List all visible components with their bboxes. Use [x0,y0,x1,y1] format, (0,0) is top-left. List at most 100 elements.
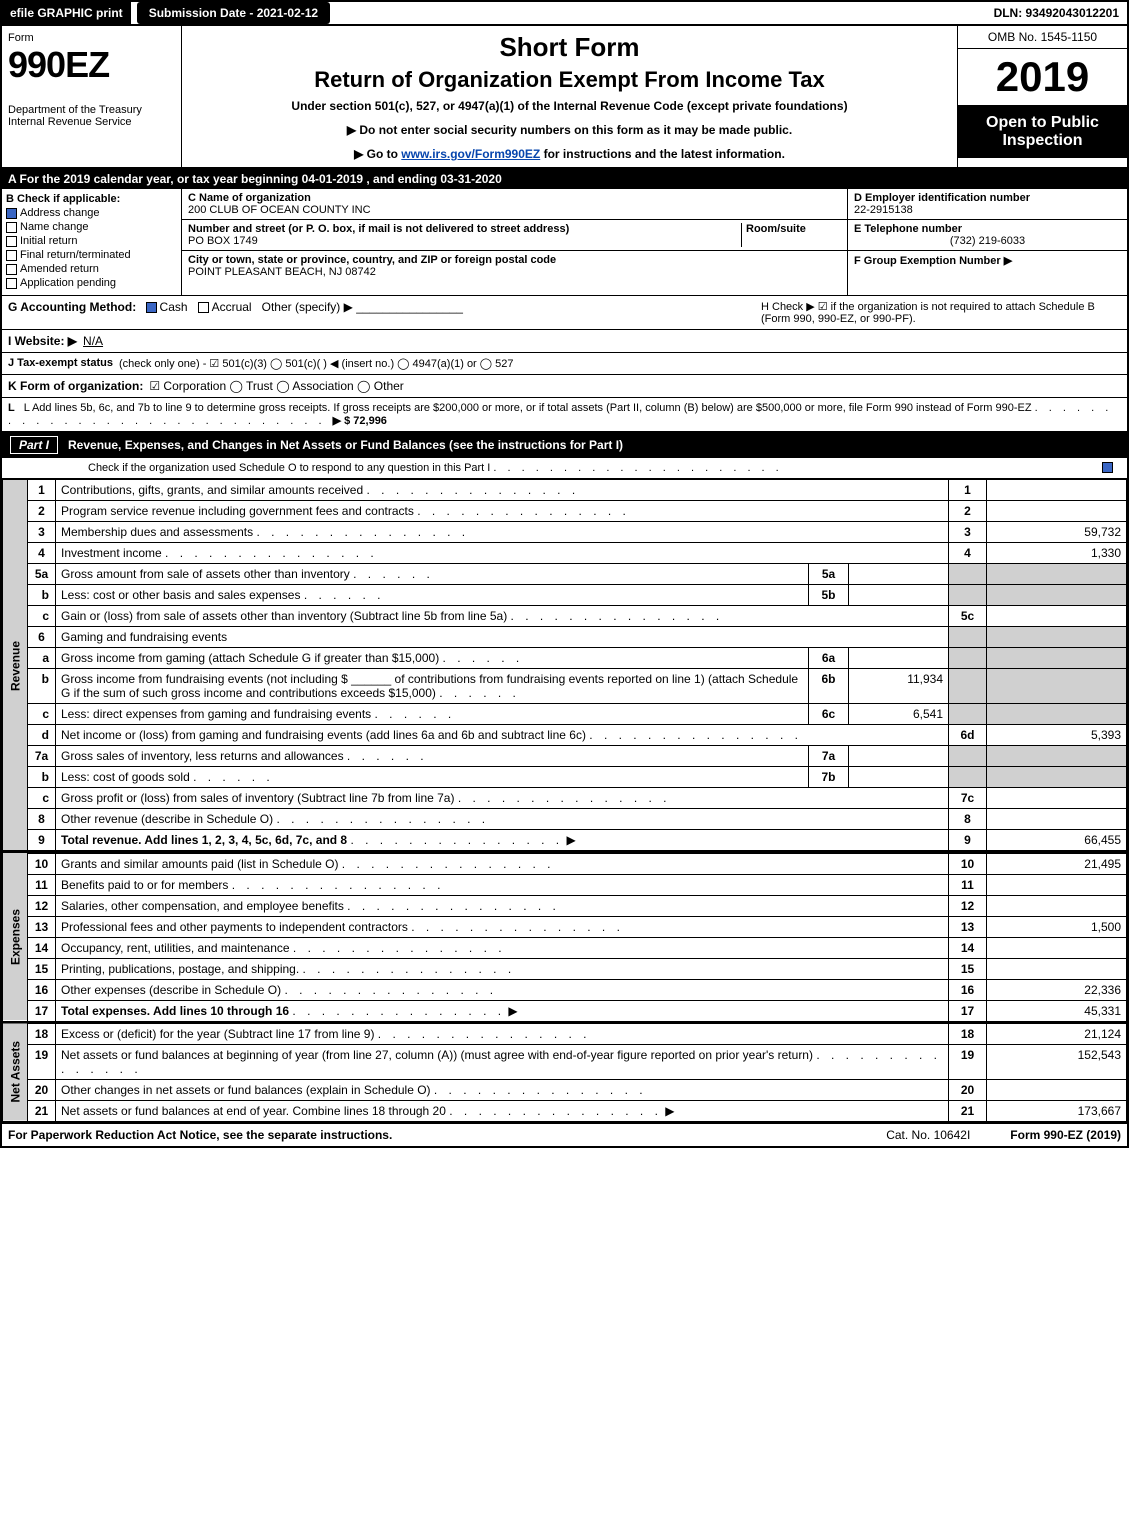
line-number: 10 [28,853,56,875]
sub-box-value [849,585,949,606]
section-side-label: Net Assets [3,1023,28,1122]
table-row: 17Total expenses. Add lines 10 through 1… [3,1001,1127,1022]
amount-value: 173,667 [987,1101,1127,1122]
table-row: cGross profit or (loss) from sales of in… [3,788,1127,809]
form-number: 990EZ [8,44,175,86]
amount-value [987,606,1127,627]
line-desc: Program service revenue including govern… [56,501,949,522]
line-ref: 6d [949,725,987,746]
line-g-lead: G Accounting Method: [8,300,136,314]
short-form-title: Short Form [192,32,947,63]
amount-value [987,501,1127,522]
line-desc: Occupancy, rent, utilities, and maintena… [56,938,949,959]
box-b-item[interactable]: Amended return [6,263,177,275]
other-label: Other (specify) ▶ [262,300,353,314]
goto-link-line: ▶ Go to www.irs.gov/Form990EZ for instru… [192,147,947,161]
line-desc: Gross income from fundraising events (no… [56,669,809,704]
table-row: 6Gaming and fundraising events [3,627,1127,648]
line-ref: 14 [949,938,987,959]
line-number: c [28,704,56,725]
amount-value [987,959,1127,980]
box-b-item[interactable]: Final return/terminated [6,249,177,261]
ein-row: D Employer identification number 22-2915… [848,189,1127,220]
line-number: 5a [28,564,56,585]
table-row: 8Other revenue (describe in Schedule O) … [3,809,1127,830]
box-b-item[interactable]: Name change [6,221,177,233]
part-1-sub-text: Check if the organization used Schedule … [88,462,490,474]
line-desc: Benefits paid to or for members . . . . … [56,875,949,896]
part-1-header: Part I Revenue, Expenses, and Changes in… [2,432,1127,458]
line-h: H Check ▶ ☑ if the organization is not r… [761,300,1121,325]
line-i-lead: I Website: ▶ [8,334,77,348]
line-desc: Total revenue. Add lines 1, 2, 3, 4, 5c,… [56,830,949,851]
telephone-row: E Telephone number (732) 219-6033 [848,220,1127,251]
table-row: 21Net assets or fund balances at end of … [3,1101,1127,1122]
checkbox-icon[interactable] [6,250,17,261]
sub-box-label: 7b [809,767,849,788]
table-row: Revenue1Contributions, gifts, grants, an… [3,480,1127,501]
box-b-item[interactable]: Initial return [6,235,177,247]
line-number: 12 [28,896,56,917]
amount-shaded [987,627,1127,648]
table-row: 3Membership dues and assessments . . . .… [3,522,1127,543]
line-desc: Gross sales of inventory, less returns a… [56,746,809,767]
table-row: 4Investment income . . . . . . . . . . .… [3,543,1127,564]
section-side-label: Revenue [3,480,28,851]
amount-shaded [987,704,1127,725]
table-row: dNet income or (loss) from gaming and fu… [3,725,1127,746]
part-1-sub: Check if the organization used Schedule … [2,458,1127,479]
line-number: 9 [28,830,56,851]
org-name: 200 CLUB OF OCEAN COUNTY INC [188,204,371,216]
amount-value: 66,455 [987,830,1127,851]
line-ref: 10 [949,853,987,875]
amount-value: 22,336 [987,980,1127,1001]
line-number: a [28,648,56,669]
checkbox-icon[interactable] [6,264,17,275]
checkbox-icon[interactable] [6,208,17,219]
line-ref: 4 [949,543,987,564]
line-number: 1 [28,480,56,501]
line-desc: Other revenue (describe in Schedule O) .… [56,809,949,830]
line-k-rest: ☑ Corporation ◯ Trust ◯ Association ◯ Ot… [149,379,403,393]
line-ref: 12 [949,896,987,917]
line-ref-shaded [949,627,987,648]
line-ref: 13 [949,917,987,938]
sub-box-label: 6a [809,648,849,669]
efile-badge: efile GRAPHIC print [2,2,131,24]
line-desc: Net income or (loss) from gaming and fun… [56,725,949,746]
cash-checkbox[interactable] [146,302,157,313]
box-b: B Check if applicable: Address changeNam… [2,189,182,295]
amount-shaded [987,585,1127,606]
street-label: Number and street (or P. O. box, if mail… [188,223,569,235]
checkbox-icon[interactable] [6,236,17,247]
amount-value: 59,732 [987,522,1127,543]
table-row: bLess: cost or other basis and sales exp… [3,585,1127,606]
checkbox-icon[interactable] [6,222,17,233]
accrual-checkbox[interactable] [198,302,209,313]
cash-label: Cash [160,300,188,314]
line-j-lead: J Tax-exempt status [8,357,113,370]
table-row: 12Salaries, other compensation, and empl… [3,896,1127,917]
telephone-value: (732) 219-6033 [854,235,1121,247]
line-k-lead: K Form of organization: [8,379,143,393]
line-number: 11 [28,875,56,896]
website-value: N/A [83,334,103,348]
dept-label: Department of the Treasury Internal Reve… [8,104,175,128]
header-mid: Short Form Return of Organization Exempt… [182,26,957,167]
box-b-item-label: Name change [20,221,89,233]
box-d-e-f: D Employer identification number 22-2915… [847,189,1127,295]
org-name-label: C Name of organization [188,192,311,204]
checkbox-icon[interactable] [6,278,17,289]
line-desc: Contributions, gifts, grants, and simila… [56,480,949,501]
ein-value: 22-2915138 [854,204,913,216]
city-label: City or town, state or province, country… [188,254,556,266]
line-desc: Other expenses (describe in Schedule O) … [56,980,949,1001]
irs-link[interactable]: www.irs.gov/Form990EZ [401,147,540,161]
line-desc: Other changes in net assets or fund bala… [56,1080,949,1101]
line-desc: Less: direct expenses from gaming and fu… [56,704,809,725]
box-b-item[interactable]: Address change [6,207,177,219]
schedule-o-checkbox[interactable] [1102,462,1113,473]
box-b-item[interactable]: Application pending [6,277,177,289]
line-g-h: G Accounting Method: Cash Accrual Other … [2,296,1127,330]
line-number: 19 [28,1045,56,1080]
